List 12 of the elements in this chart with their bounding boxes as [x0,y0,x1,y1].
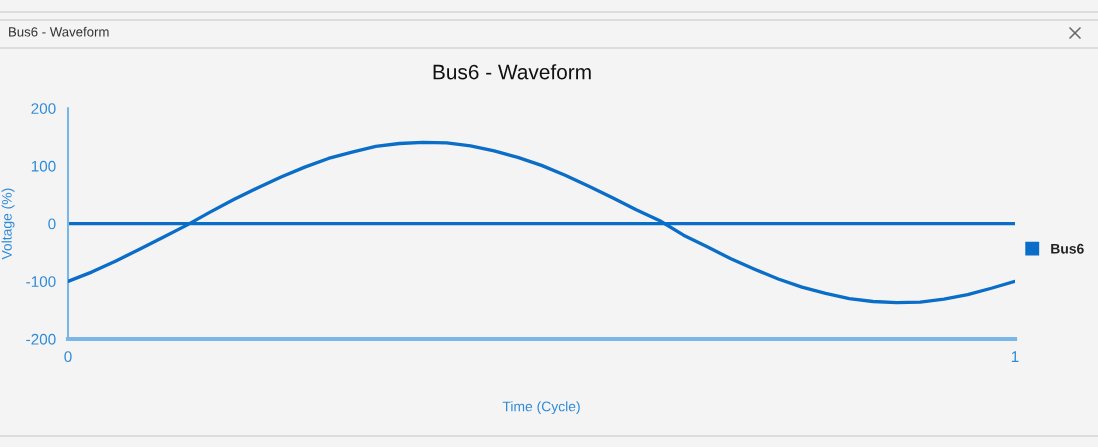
y-tick-label: -100 [26,276,56,288]
y-tick-label: 200 [31,103,56,114]
x-axis-title: Time (Cycle) [502,401,580,415]
text: Bus6 - Waveform [9,26,109,37]
legend-label: Bus6 [1051,243,1084,254]
y-axis-title: Voltage (%) [1,188,15,260]
line-series [68,140,1015,305]
y-tick-label: 100 [31,160,56,172]
chart-title: Bus6 - Waveform [433,64,591,80]
x-tick-label: 1 [1011,351,1019,362]
y-tick-label: 0 [48,218,56,230]
y-tick-label: -200 [26,333,56,345]
